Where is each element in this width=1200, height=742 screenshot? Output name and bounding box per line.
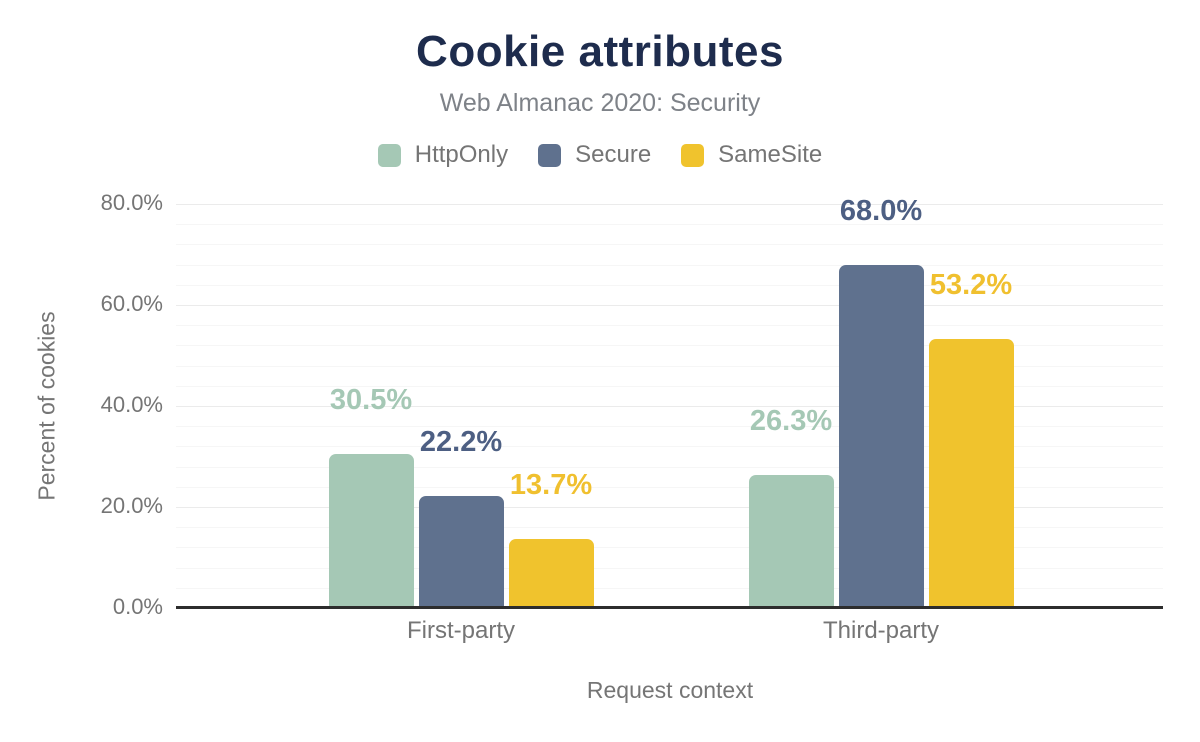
chart-title: Cookie attributes [416, 27, 784, 76]
y-axis-title: Percent of cookies [33, 311, 60, 501]
data-label-httponly-first-party: 30.5% [329, 383, 413, 416]
minor-gridline [176, 547, 1163, 549]
data-label-samesite-first-party: 13.7% [509, 468, 593, 501]
bar-secure-third-party [838, 264, 924, 608]
legend-label-httponly: HttpOnly [414, 141, 509, 168]
legend-item-httponly: HttpOnly [377, 141, 509, 169]
minor-gridline [176, 224, 1163, 226]
bar-httponly-first-party [328, 453, 414, 608]
legend-item-samesite: SameSite [681, 141, 822, 169]
legend-swatch-httponly-icon [377, 143, 401, 167]
y-tick-label: 20.0% [100, 493, 163, 518]
bar-httponly-third-party [748, 475, 834, 608]
minor-gridline [176, 486, 1163, 488]
y-tick-label: 60.0% [100, 291, 163, 316]
major-gridline [176, 406, 1163, 407]
minor-gridline [176, 446, 1163, 448]
data-label-secure-third-party: 68.0% [839, 194, 923, 227]
legend-item-secure: Secure [538, 141, 651, 169]
legend-swatch-samesite-icon [681, 143, 705, 167]
x-axis-title: Request context [586, 677, 754, 703]
x-axis-line [176, 606, 1163, 609]
minor-gridline [176, 587, 1163, 589]
legend-label-samesite: SameSite [718, 141, 823, 168]
data-label-samesite-third-party: 53.2% [929, 269, 1013, 302]
major-gridline [176, 507, 1163, 508]
data-label-httponly-third-party: 26.3% [749, 405, 833, 438]
major-gridline [176, 305, 1163, 306]
minor-gridline [176, 264, 1163, 266]
minor-gridline [176, 466, 1163, 468]
legend: HttpOnly Secure SameSite [0, 141, 1200, 169]
bar-samesite-third-party [928, 339, 1014, 608]
minor-gridline [176, 244, 1163, 246]
chart-subtitle: Web Almanac 2020: Security [439, 89, 761, 117]
major-gridline [176, 204, 1163, 205]
minor-gridline [176, 345, 1163, 347]
legend-swatch-secure-icon [538, 143, 562, 167]
minor-gridline [176, 527, 1163, 529]
bar-samesite-first-party [508, 538, 594, 608]
minor-gridline [176, 284, 1163, 286]
data-label-secure-first-party: 22.2% [419, 425, 503, 458]
legend-label-secure: Secure [575, 141, 652, 168]
category-label-first-party: First-party [407, 617, 515, 644]
minor-gridline [176, 385, 1163, 387]
y-tick-label: 40.0% [100, 392, 163, 417]
y-tick-label: 0.0% [112, 594, 163, 619]
y-tick-label: 80.0% [100, 190, 163, 215]
category-label-third-party: Third-party [822, 617, 940, 644]
minor-gridline [176, 567, 1163, 569]
bar-secure-first-party [418, 495, 504, 608]
minor-gridline [176, 426, 1163, 428]
minor-gridline [176, 365, 1163, 367]
minor-gridline [176, 325, 1163, 327]
